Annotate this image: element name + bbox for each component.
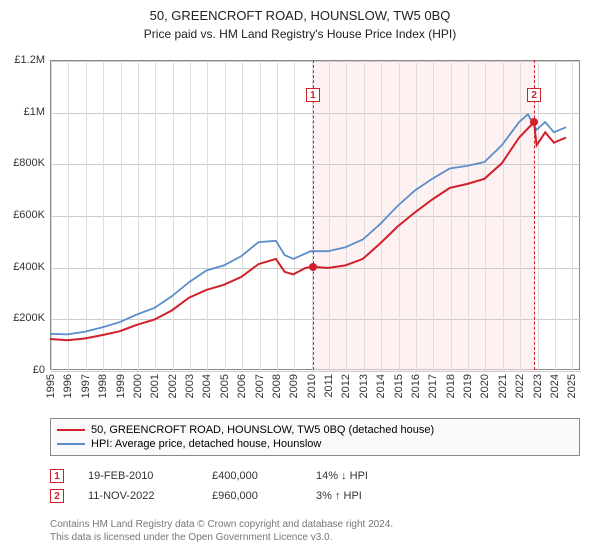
x-axis-label: 2011 xyxy=(323,374,335,398)
x-axis-label: 2001 xyxy=(149,374,161,398)
x-axis-label: 2013 xyxy=(358,374,370,398)
sales-marker: 1 xyxy=(50,469,64,483)
legend-row-hpi: HPI: Average price, detached house, Houn… xyxy=(57,437,573,451)
x-axis-label: 2015 xyxy=(393,374,405,398)
series-price_paid xyxy=(50,122,566,340)
marker-dot-2 xyxy=(530,118,538,126)
x-axis-label: 2012 xyxy=(340,374,352,398)
legend: 50, GREENCROFT ROAD, HOUNSLOW, TW5 0BQ (… xyxy=(50,418,580,456)
x-axis-label: 2016 xyxy=(410,374,422,398)
x-axis-label: 2006 xyxy=(236,374,248,398)
sales-delta: 3% ↑ HPI xyxy=(316,490,416,502)
legend-row-price_paid: 50, GREENCROFT ROAD, HOUNSLOW, TW5 0BQ (… xyxy=(57,423,573,437)
x-axis-label: 2022 xyxy=(514,374,526,398)
x-axis-label: 1995 xyxy=(45,374,57,398)
legend-swatch xyxy=(57,429,85,431)
chart-container: 50, GREENCROFT ROAD, HOUNSLOW, TW5 0BQ P… xyxy=(0,0,600,560)
x-axis-label: 2008 xyxy=(271,374,283,398)
x-axis-label: 2017 xyxy=(427,374,439,398)
x-axis-label: 1997 xyxy=(80,374,92,398)
x-axis-label: 2023 xyxy=(532,374,544,398)
y-axis-label: £200K xyxy=(13,312,45,324)
y-axis-label: £1M xyxy=(24,106,45,118)
x-axis-label: 2025 xyxy=(566,374,578,398)
line-svg xyxy=(50,60,580,370)
sales-price: £960,000 xyxy=(212,490,292,502)
marker-box-2: 2 xyxy=(527,88,541,102)
x-axis-label: 2021 xyxy=(497,374,509,398)
marker-dashed-line xyxy=(534,60,535,370)
x-axis-label: 2020 xyxy=(479,374,491,398)
marker-dashed-line xyxy=(313,60,314,370)
y-axis-label: £1.2M xyxy=(14,54,45,66)
y-axis-label: £800K xyxy=(13,157,45,169)
y-axis-label: £400K xyxy=(13,261,45,273)
series-hpi xyxy=(50,114,566,334)
x-axis-label: 2014 xyxy=(375,374,387,398)
chart-subtitle: Price paid vs. HM Land Registry's House … xyxy=(0,23,600,41)
sales-price: £400,000 xyxy=(212,470,292,482)
x-axis-label: 2005 xyxy=(219,374,231,398)
x-axis-label: 1996 xyxy=(62,374,74,398)
x-axis-label: 2002 xyxy=(167,374,179,398)
chart-title: 50, GREENCROFT ROAD, HOUNSLOW, TW5 0BQ xyxy=(0,0,600,23)
sales-row: 2 11-NOV-2022 £960,000 3% ↑ HPI xyxy=(50,486,580,506)
footer-line1: Contains HM Land Registry data © Crown c… xyxy=(50,518,580,531)
marker-box-1: 1 xyxy=(306,88,320,102)
sales-date: 11-NOV-2022 xyxy=(88,490,188,502)
sales-row: 1 19-FEB-2010 £400,000 14% ↓ HPI xyxy=(50,466,580,486)
x-axis-label: 2004 xyxy=(201,374,213,398)
marker-dot-1 xyxy=(309,263,317,271)
x-axis-label: 1999 xyxy=(115,374,127,398)
x-axis-label: 2000 xyxy=(132,374,144,398)
x-axis-label: 2010 xyxy=(306,374,318,398)
sales-marker: 2 xyxy=(50,489,64,503)
x-axis-label: 2019 xyxy=(462,374,474,398)
footer: Contains HM Land Registry data © Crown c… xyxy=(50,518,580,544)
legend-label: 50, GREENCROFT ROAD, HOUNSLOW, TW5 0BQ (… xyxy=(91,424,434,436)
legend-swatch xyxy=(57,443,85,445)
x-axis-label: 2007 xyxy=(254,374,266,398)
legend-label: HPI: Average price, detached house, Houn… xyxy=(91,438,321,450)
y-axis-label: £600K xyxy=(13,209,45,221)
sales-date: 19-FEB-2010 xyxy=(88,470,188,482)
x-axis-label: 2009 xyxy=(288,374,300,398)
gridline-h xyxy=(51,371,581,372)
x-axis-label: 2018 xyxy=(445,374,457,398)
chart-area: £0£200K£400K£600K£800K£1M£1.2M 199519961… xyxy=(50,60,580,370)
footer-line2: This data is licensed under the Open Gov… xyxy=(50,531,580,544)
sales-table: 1 19-FEB-2010 £400,000 14% ↓ HPI 2 11-NOV-202… xyxy=(50,466,580,506)
x-axis-label: 1998 xyxy=(97,374,109,398)
y-axis-label: £0 xyxy=(33,364,45,376)
sales-delta: 14% ↓ HPI xyxy=(316,470,416,482)
x-axis-label: 2024 xyxy=(549,374,561,398)
x-axis-label: 2003 xyxy=(184,374,196,398)
